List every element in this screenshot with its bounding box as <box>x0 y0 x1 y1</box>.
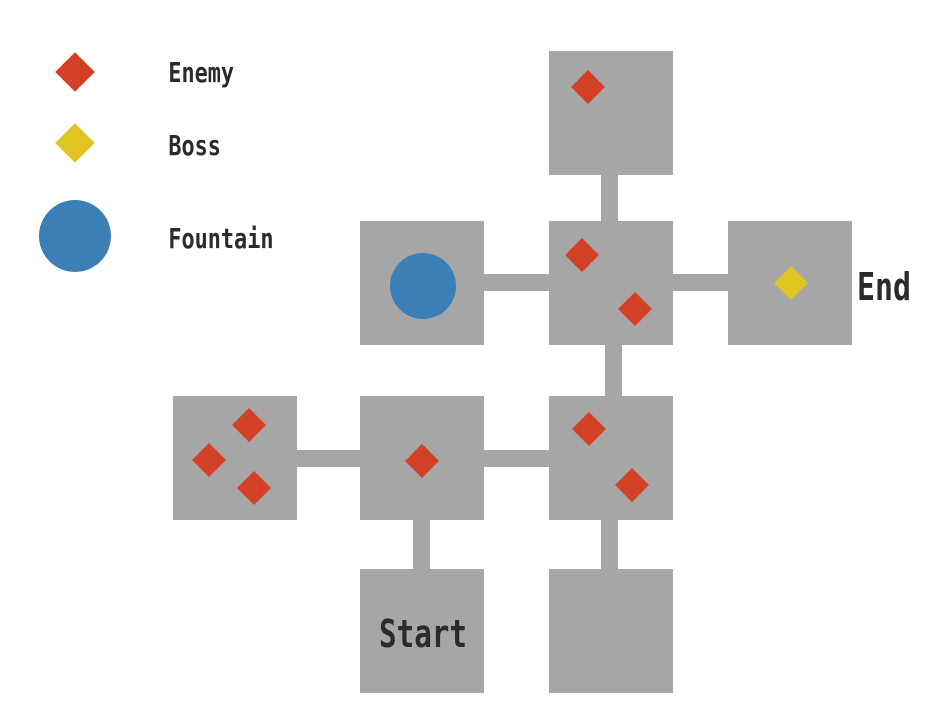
legend-fountain-icon <box>39 200 111 272</box>
enemy-marker <box>618 292 652 326</box>
corridor-center-lowerright <box>605 343 622 398</box>
enemy-marker <box>565 238 599 272</box>
room-bottom-right <box>549 569 673 693</box>
enemy-marker <box>405 444 439 478</box>
room-left <box>173 396 297 520</box>
corridor-top-vertical <box>601 174 618 222</box>
end-label: End <box>857 265 911 309</box>
room-lower-right <box>549 396 673 520</box>
legend-enemy-icon <box>55 52 95 92</box>
fountain-marker <box>390 253 456 319</box>
legend-boss-label: Boss <box>168 129 221 161</box>
room-center <box>549 221 673 345</box>
enemy-marker <box>572 412 606 446</box>
enemy-marker <box>232 408 266 442</box>
corridor-left-mid <box>296 450 361 467</box>
legend-boss-icon <box>55 123 95 163</box>
corridor-mid-lowerright <box>483 450 550 467</box>
corridor-lowerright-bottom <box>601 519 618 570</box>
enemy-marker <box>192 443 226 477</box>
legend-enemy-label: Enemy <box>168 56 234 88</box>
corridors <box>296 174 729 570</box>
boss-marker <box>774 266 808 300</box>
corridor-fountain-center <box>483 274 550 291</box>
legend-fountain-label: Fountain <box>168 222 273 254</box>
enemy-marker <box>615 468 649 502</box>
legend: Enemy Boss Fountain <box>39 52 273 272</box>
start-label: Start <box>379 612 467 656</box>
enemy-marker <box>237 471 271 505</box>
corridor-center-boss <box>672 274 729 291</box>
corridor-mid-start <box>413 519 430 570</box>
room-top <box>549 51 673 175</box>
room-start <box>360 569 484 693</box>
rooms <box>173 51 852 693</box>
